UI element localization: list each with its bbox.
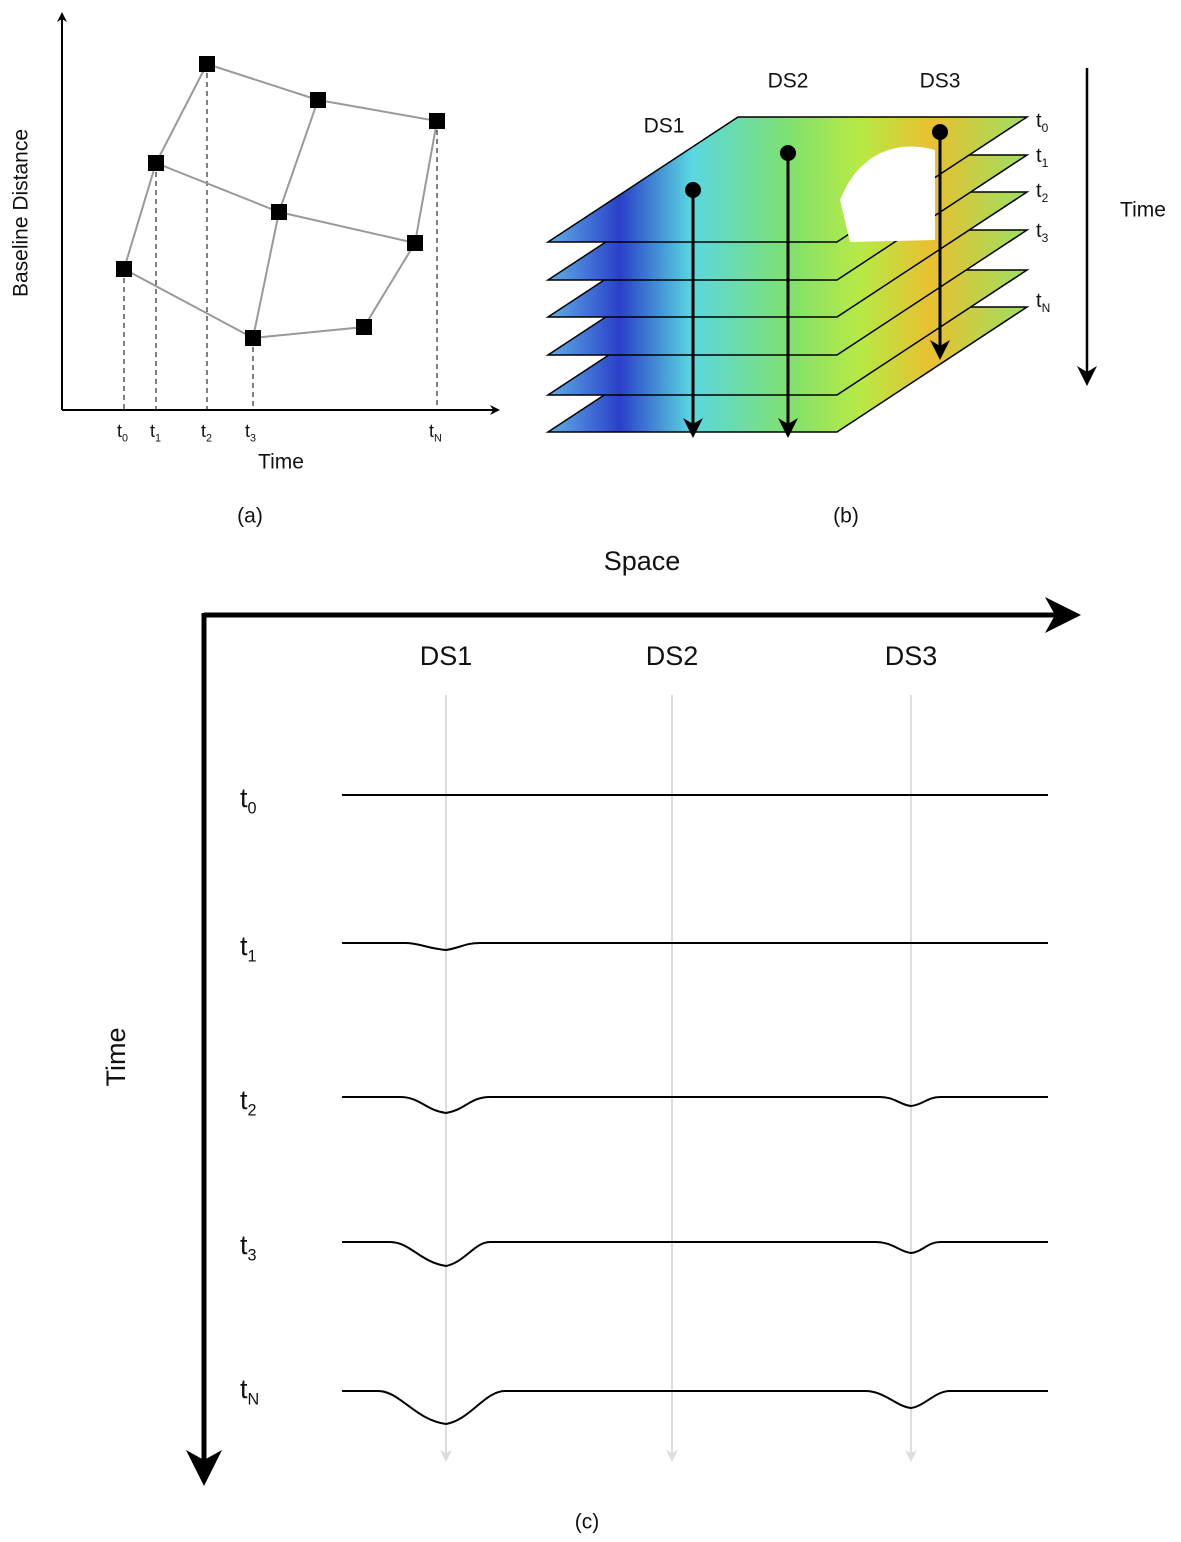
caption: (b)	[833, 505, 859, 528]
stack-label: DS3	[920, 70, 961, 93]
time-base: t	[1036, 145, 1042, 167]
time-label: t2	[201, 421, 212, 444]
time-label: t3	[245, 421, 256, 444]
time-subscript: 1	[1042, 156, 1049, 170]
pixel-dot	[780, 145, 796, 161]
panel-c: Space Time DS1 DS2 DS3 (c)	[101, 546, 1081, 1534]
time-label: t1	[1036, 145, 1049, 170]
time-label: Time	[1120, 199, 1166, 222]
time-subscript: 2	[248, 1102, 257, 1120]
time-subscript: 1	[248, 948, 257, 966]
time-label: t2	[1036, 180, 1049, 205]
x-axis-label: Space	[604, 546, 681, 576]
caption: (a)	[237, 505, 263, 528]
panel-a: Baseline Distance Time (a)	[10, 12, 500, 528]
time-subscript: 2	[206, 432, 212, 444]
time-base: t	[240, 1230, 248, 1260]
pixel-dot	[685, 182, 701, 198]
y-axis-label: Baseline Distance	[10, 129, 33, 297]
time-label: tN	[240, 1374, 259, 1409]
time-base: t	[1036, 290, 1042, 312]
time-base: t	[1036, 220, 1042, 242]
drop-lines	[123, 64, 438, 410]
time-label: t3	[240, 1230, 257, 1265]
time-label: t2	[240, 1085, 257, 1120]
column-label: DS3	[885, 641, 938, 671]
time-label: tN	[429, 421, 442, 444]
network-edges	[123, 62, 439, 340]
time-label: t0	[240, 783, 257, 818]
time-subscript: 0	[248, 800, 257, 818]
caption: (c)	[575, 1511, 600, 1534]
x-axis-label: Time	[258, 451, 304, 474]
time-label: t0	[117, 421, 128, 444]
time-label: t0	[1036, 110, 1049, 135]
no-data-region	[840, 146, 935, 242]
time-subscript: 1	[155, 432, 161, 444]
time-base: t	[201, 421, 206, 441]
time-base: t	[117, 421, 122, 441]
stack-label: DS2	[768, 70, 809, 93]
time-label: t1	[150, 421, 161, 444]
column-label: DS2	[646, 641, 699, 671]
column-label: DS1	[420, 641, 473, 671]
time-subscript: 3	[1042, 231, 1049, 245]
time-base: t	[1036, 180, 1042, 202]
time-subscript: 0	[1042, 121, 1049, 135]
y-axis-label: Time	[101, 1028, 131, 1087]
panel-b	[545, 116, 1030, 438]
time-label: tN	[1036, 290, 1050, 315]
time-subscript: N	[248, 1391, 260, 1409]
time-base: t	[240, 931, 248, 961]
time-base: t	[150, 421, 155, 441]
time-base: t	[1036, 110, 1042, 132]
time-subscript: N	[434, 432, 442, 444]
time-subscript: N	[1042, 301, 1051, 315]
time-subscript: 3	[250, 432, 256, 444]
stack-label: DS1	[644, 115, 685, 138]
time-base: t	[245, 421, 250, 441]
time-base: t	[240, 783, 248, 813]
deformation-profiles	[342, 794, 1048, 1426]
time-subscript: 0	[122, 432, 128, 444]
panel-b-labels: Time DS1 DS2 DS3 (b)	[644, 68, 1166, 528]
pixel-dot	[932, 124, 948, 140]
time-label: t3	[1036, 220, 1049, 245]
time-subscript: 2	[1042, 191, 1049, 205]
guide-arrows	[440, 695, 917, 1462]
time-label: t1	[240, 931, 257, 966]
time-base: t	[240, 1085, 248, 1115]
acquisitions	[116, 56, 445, 346]
time-subscript: 3	[248, 1247, 257, 1265]
time-base: t	[429, 421, 434, 441]
time-base: t	[240, 1374, 248, 1404]
